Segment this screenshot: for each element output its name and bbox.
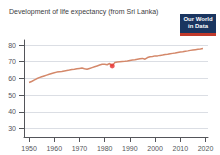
svg-text:1950: 1950 <box>21 145 37 152</box>
svg-text:2000: 2000 <box>147 145 163 152</box>
svg-text:1980: 1980 <box>97 145 113 152</box>
svg-text:70: 70 <box>8 58 16 65</box>
svg-text:1990: 1990 <box>122 145 138 152</box>
svg-text:in Data: in Data <box>188 23 209 29</box>
svg-text:60: 60 <box>8 75 16 82</box>
svg-text:50: 50 <box>8 92 16 99</box>
svg-text:Our World: Our World <box>183 16 213 22</box>
svg-text:40: 40 <box>8 108 16 115</box>
svg-text:Development of life expectancy: Development of life expectancy (from Sri… <box>9 8 158 16</box>
svg-text:30: 30 <box>8 125 16 132</box>
svg-text:1970: 1970 <box>72 145 88 152</box>
svg-text:2010: 2010 <box>172 145 188 152</box>
svg-text:80: 80 <box>8 42 16 49</box>
svg-text:1960: 1960 <box>46 145 62 152</box>
svg-text:2020: 2020 <box>198 145 214 152</box>
